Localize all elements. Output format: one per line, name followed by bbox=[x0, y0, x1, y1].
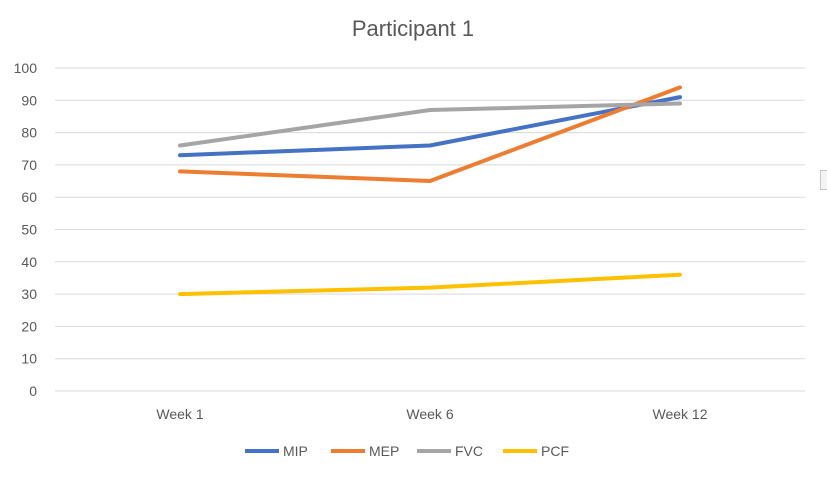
y-tick-label: 60 bbox=[21, 189, 37, 205]
legend: MIP MEP FVC PCF bbox=[245, 443, 569, 459]
legend-label-mip: MIP bbox=[283, 443, 308, 459]
series-line-fvc bbox=[178, 101, 682, 148]
y-tick-label: 40 bbox=[21, 254, 37, 270]
y-axis-tick-labels: 0 10 20 30 40 50 60 70 80 90 100 bbox=[14, 60, 38, 399]
x-tick-label: Week 1 bbox=[156, 406, 203, 422]
y-tick-label: 10 bbox=[21, 351, 37, 367]
legend-label-mep: MEP bbox=[369, 443, 399, 459]
x-axis-tick-labels: Week 1 Week 6 Week 12 bbox=[156, 406, 707, 422]
legend-label-fvc: FVC bbox=[455, 443, 483, 459]
series-lines bbox=[178, 85, 682, 297]
y-tick-label: 50 bbox=[21, 222, 37, 238]
y-tick-label: 90 bbox=[21, 92, 37, 108]
y-tick-label: 80 bbox=[21, 125, 37, 141]
y-tick-label: 70 bbox=[21, 157, 37, 173]
x-tick-label: Week 12 bbox=[653, 406, 708, 422]
x-tick-label: Week 6 bbox=[406, 406, 453, 422]
gridlines bbox=[55, 67, 805, 392]
legend-label-pcf: PCF bbox=[541, 443, 569, 459]
y-tick-label: 100 bbox=[14, 60, 38, 76]
resize-handle[interactable] bbox=[820, 170, 827, 190]
series-line-mip bbox=[178, 95, 682, 158]
series-line-pcf bbox=[178, 272, 682, 297]
series-line-mep bbox=[178, 85, 682, 183]
y-tick-label: 20 bbox=[21, 318, 37, 334]
y-tick-label: 30 bbox=[21, 286, 37, 302]
y-tick-label: 0 bbox=[29, 383, 37, 399]
chart-title: Participant 1 bbox=[352, 16, 474, 41]
